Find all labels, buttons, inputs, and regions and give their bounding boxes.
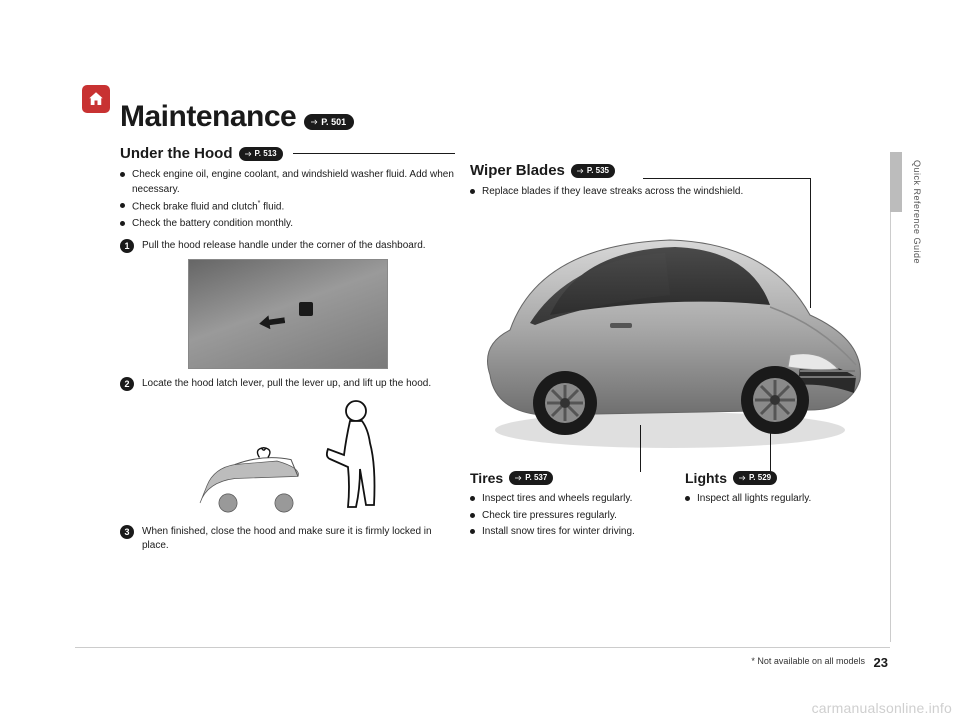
page-ref-text: P. 537	[525, 471, 547, 485]
page-ref-pill-main[interactable]: P. 501	[304, 114, 354, 130]
heading-label: Wiper Blades	[470, 162, 565, 179]
step-text: Locate the hood latch lever, pull the le…	[142, 377, 431, 391]
step-text: Pull the hood release handle under the c…	[142, 239, 426, 253]
step-number-icon: 2	[120, 377, 134, 391]
bullet-item: Check the battery condition monthly.	[120, 217, 455, 232]
page-ref-pill-hood[interactable]: P. 513	[239, 147, 283, 161]
home-icon[interactable]	[82, 85, 110, 113]
callout-line	[643, 178, 810, 179]
wiper-blades-heading: Wiper Blades P. 535	[470, 162, 870, 179]
tires-heading: Tires P. 537	[470, 470, 665, 486]
bullet-item: Check tire pressures regularly.	[470, 509, 665, 524]
bullet-item: Inspect tires and wheels regularly.	[470, 492, 665, 507]
lower-callout-sections: Tires P. 537 Inspect tires and wheels re…	[470, 470, 880, 548]
bullet-item: Inspect all lights regularly.	[685, 492, 880, 507]
page-ref-pill-tires[interactable]: P. 537	[509, 471, 553, 485]
step-number-icon: 3	[120, 525, 134, 539]
heading-label: Lights	[685, 470, 727, 486]
step-number-icon: 1	[120, 239, 134, 253]
figure-car-callouts	[470, 195, 870, 455]
page-ref-pill-wiper[interactable]: P. 535	[571, 164, 615, 178]
side-tab-marker	[890, 152, 902, 212]
page-ref-text: P. 513	[255, 147, 277, 161]
lights-heading: Lights P. 529	[685, 470, 880, 486]
footnote: * Not available on all models	[751, 656, 865, 666]
heading-label: Tires	[470, 470, 503, 486]
figure-hood-lift	[188, 397, 388, 517]
under-the-hood-heading: Under the Hood P. 513	[120, 145, 455, 162]
bullet-item: Check engine oil, engine coolant, and wi…	[120, 168, 455, 197]
side-section-label: Quick Reference Guide	[912, 160, 922, 264]
figure-hood-release	[188, 259, 388, 369]
step-1: 1 Pull the hood release handle under the…	[120, 239, 455, 253]
page-title: Maintenance	[120, 100, 296, 134]
under-the-hood-section: Under the Hood P. 513 Check engine oil, …	[120, 145, 455, 557]
lights-section: Lights P. 529 Inspect all lights regular…	[685, 470, 880, 548]
page-ref-text: P. 529	[749, 471, 771, 485]
bullet-item: Check brake fluid and clutch* fluid.	[120, 199, 455, 215]
hood-bullets: Check engine oil, engine coolant, and wi…	[120, 168, 455, 231]
step-3: 3 When finished, close the hood and make…	[120, 525, 455, 553]
step-text: When finished, close the hood and make s…	[142, 525, 455, 553]
step-2: 2 Locate the hood latch lever, pull the …	[120, 377, 455, 391]
tires-bullets: Inspect tires and wheels regularly. Chec…	[470, 492, 665, 540]
lights-bullets: Inspect all lights regularly.	[685, 492, 880, 507]
bullet-item: Install snow tires for winter driving.	[470, 525, 665, 540]
page-title-row: Maintenance P. 501	[120, 100, 354, 134]
tires-section: Tires P. 537 Inspect tires and wheels re…	[470, 470, 665, 548]
page-number: 23	[874, 655, 888, 670]
heading-label: Under the Hood	[120, 145, 233, 162]
side-tab-rule	[890, 152, 902, 642]
page-ref-text: P. 501	[321, 115, 346, 129]
bottom-rule	[75, 647, 890, 648]
page-ref-text: P. 535	[587, 164, 609, 178]
page-ref-pill-lights[interactable]: P. 529	[733, 471, 777, 485]
watermark: carmanualsonline.info	[812, 700, 952, 716]
